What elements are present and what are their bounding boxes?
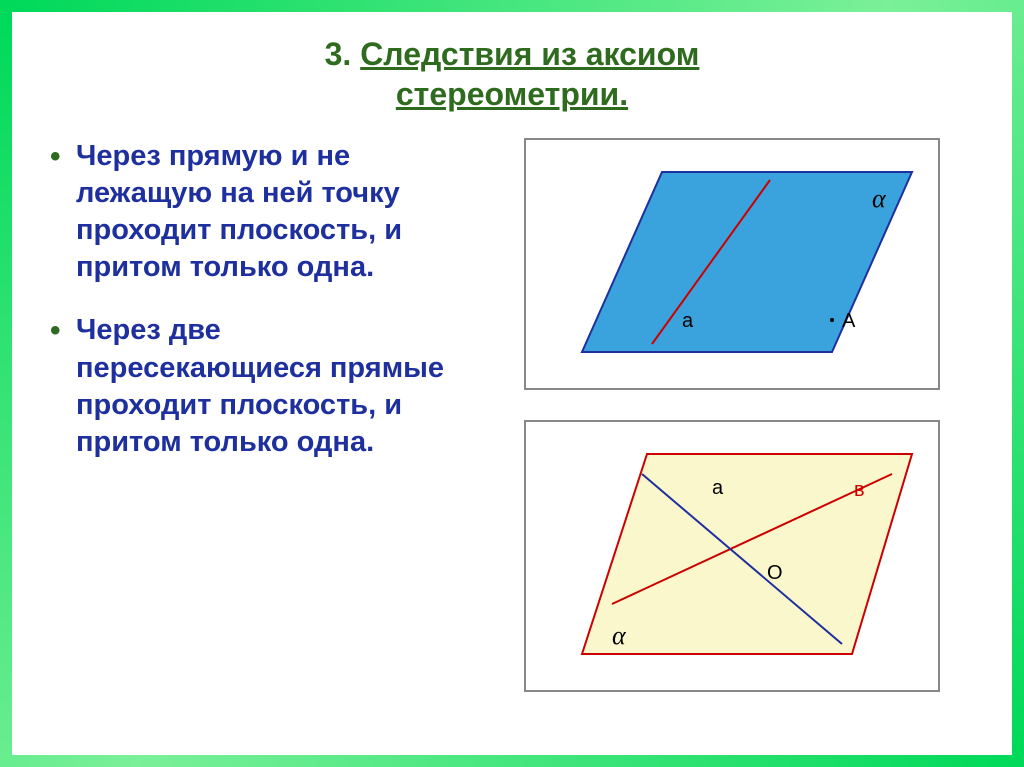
slide-inner: 3. Следствия из аксиом стереометрии. Чер…	[22, 22, 1002, 745]
text-column: Через прямую и не лежащую на ней точку п…	[42, 138, 471, 692]
title-line2: стереометрии.	[396, 76, 628, 112]
title-line1: Следствия из аксиом	[360, 36, 699, 72]
fig2-label-O: О	[767, 562, 783, 584]
figure-column: α а А а в О α	[491, 138, 974, 692]
fig2-label-b: в	[854, 479, 865, 501]
slide-title: 3. Следствия из аксиом стереометрии.	[22, 34, 1002, 114]
fig1-point-A	[830, 318, 834, 322]
bullet-item: Через две пересекающиеся прямые проходит…	[42, 312, 471, 460]
figure-2-box: а в О α	[524, 420, 940, 692]
bullet-item: Через прямую и не лежащую на ней точку п…	[42, 138, 471, 286]
bullet-list: Через прямую и не лежащую на ней точку п…	[42, 138, 471, 461]
content-row: Через прямую и не лежащую на ней точку п…	[22, 138, 1002, 712]
figure-1: α а А	[542, 152, 922, 372]
fig2-label-alpha: α	[612, 621, 627, 650]
fig1-label-a: а	[682, 310, 694, 332]
fig1-label-A: А	[842, 310, 856, 332]
fig1-plane	[582, 172, 912, 352]
slide-frame: 3. Следствия из аксиом стереометрии. Чер…	[0, 0, 1024, 767]
fig1-label-alpha: α	[872, 184, 887, 213]
fig2-label-a: а	[712, 477, 724, 499]
figure-1-box: α а А	[524, 138, 940, 390]
title-prefix: 3.	[325, 36, 361, 72]
figure-2: а в О α	[542, 434, 922, 674]
